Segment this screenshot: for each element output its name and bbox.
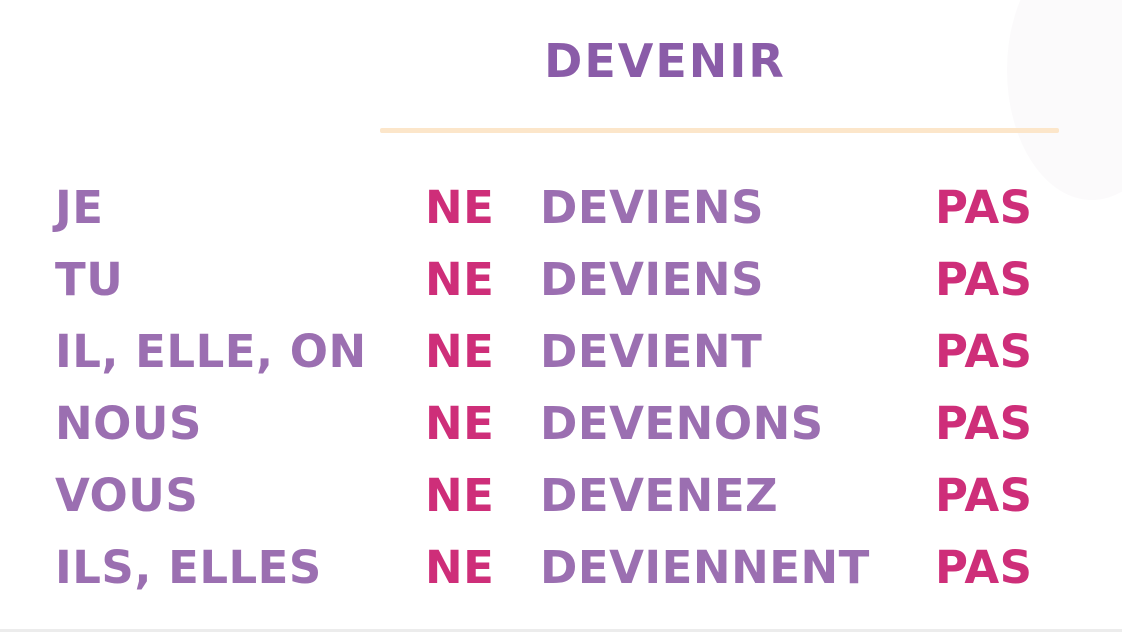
title-underline	[380, 128, 1059, 133]
page-title: DEVENIR	[544, 34, 786, 88]
negation-ne: NE	[425, 180, 495, 234]
negation-pas: PAS	[935, 180, 1033, 234]
negation-pas: PAS	[935, 540, 1033, 594]
negation-ne: NE	[425, 324, 495, 378]
table-row: TU NE DEVIENS PAS	[55, 243, 1065, 315]
verb-cell: DEVENONS	[540, 396, 824, 450]
table-row: VOUS NE DEVENEZ PAS	[55, 459, 1065, 531]
pronoun-cell: ILS, ELLES	[55, 540, 322, 594]
verb-cell: DEVIENS	[540, 180, 764, 234]
pronoun-cell: TU	[55, 252, 124, 306]
table-row: NOUS NE DEVENONS PAS	[55, 387, 1065, 459]
slide-bottom-edge	[0, 629, 1122, 632]
verb-cell: DEVIENS	[540, 252, 764, 306]
verb-cell: DEVENEZ	[540, 468, 779, 522]
negation-pas: PAS	[935, 324, 1033, 378]
pronoun-cell: NOUS	[55, 396, 202, 450]
negation-pas: PAS	[935, 468, 1033, 522]
verb-cell: DEVIENNENT	[540, 540, 870, 594]
table-row: IL, ELLE, ON NE DEVIENT PAS	[55, 315, 1065, 387]
table-row: ILS, ELLES NE DEVIENNENT PAS	[55, 531, 1065, 603]
corner-decoration	[1007, 0, 1122, 200]
negation-ne: NE	[425, 396, 495, 450]
negation-pas: PAS	[935, 252, 1033, 306]
table-row: JE NE DEVIENS PAS	[55, 171, 1065, 243]
pronoun-cell: JE	[55, 180, 104, 234]
negation-pas: PAS	[935, 396, 1033, 450]
verb-cell: DEVIENT	[540, 324, 763, 378]
pronoun-cell: VOUS	[55, 468, 199, 522]
conjugation-table: JE NE DEVIENS PAS TU NE DEVIENS PAS IL, …	[55, 171, 1065, 603]
pronoun-cell: IL, ELLE, ON	[55, 324, 367, 378]
negation-ne: NE	[425, 468, 495, 522]
negation-ne: NE	[425, 252, 495, 306]
negation-ne: NE	[425, 540, 495, 594]
